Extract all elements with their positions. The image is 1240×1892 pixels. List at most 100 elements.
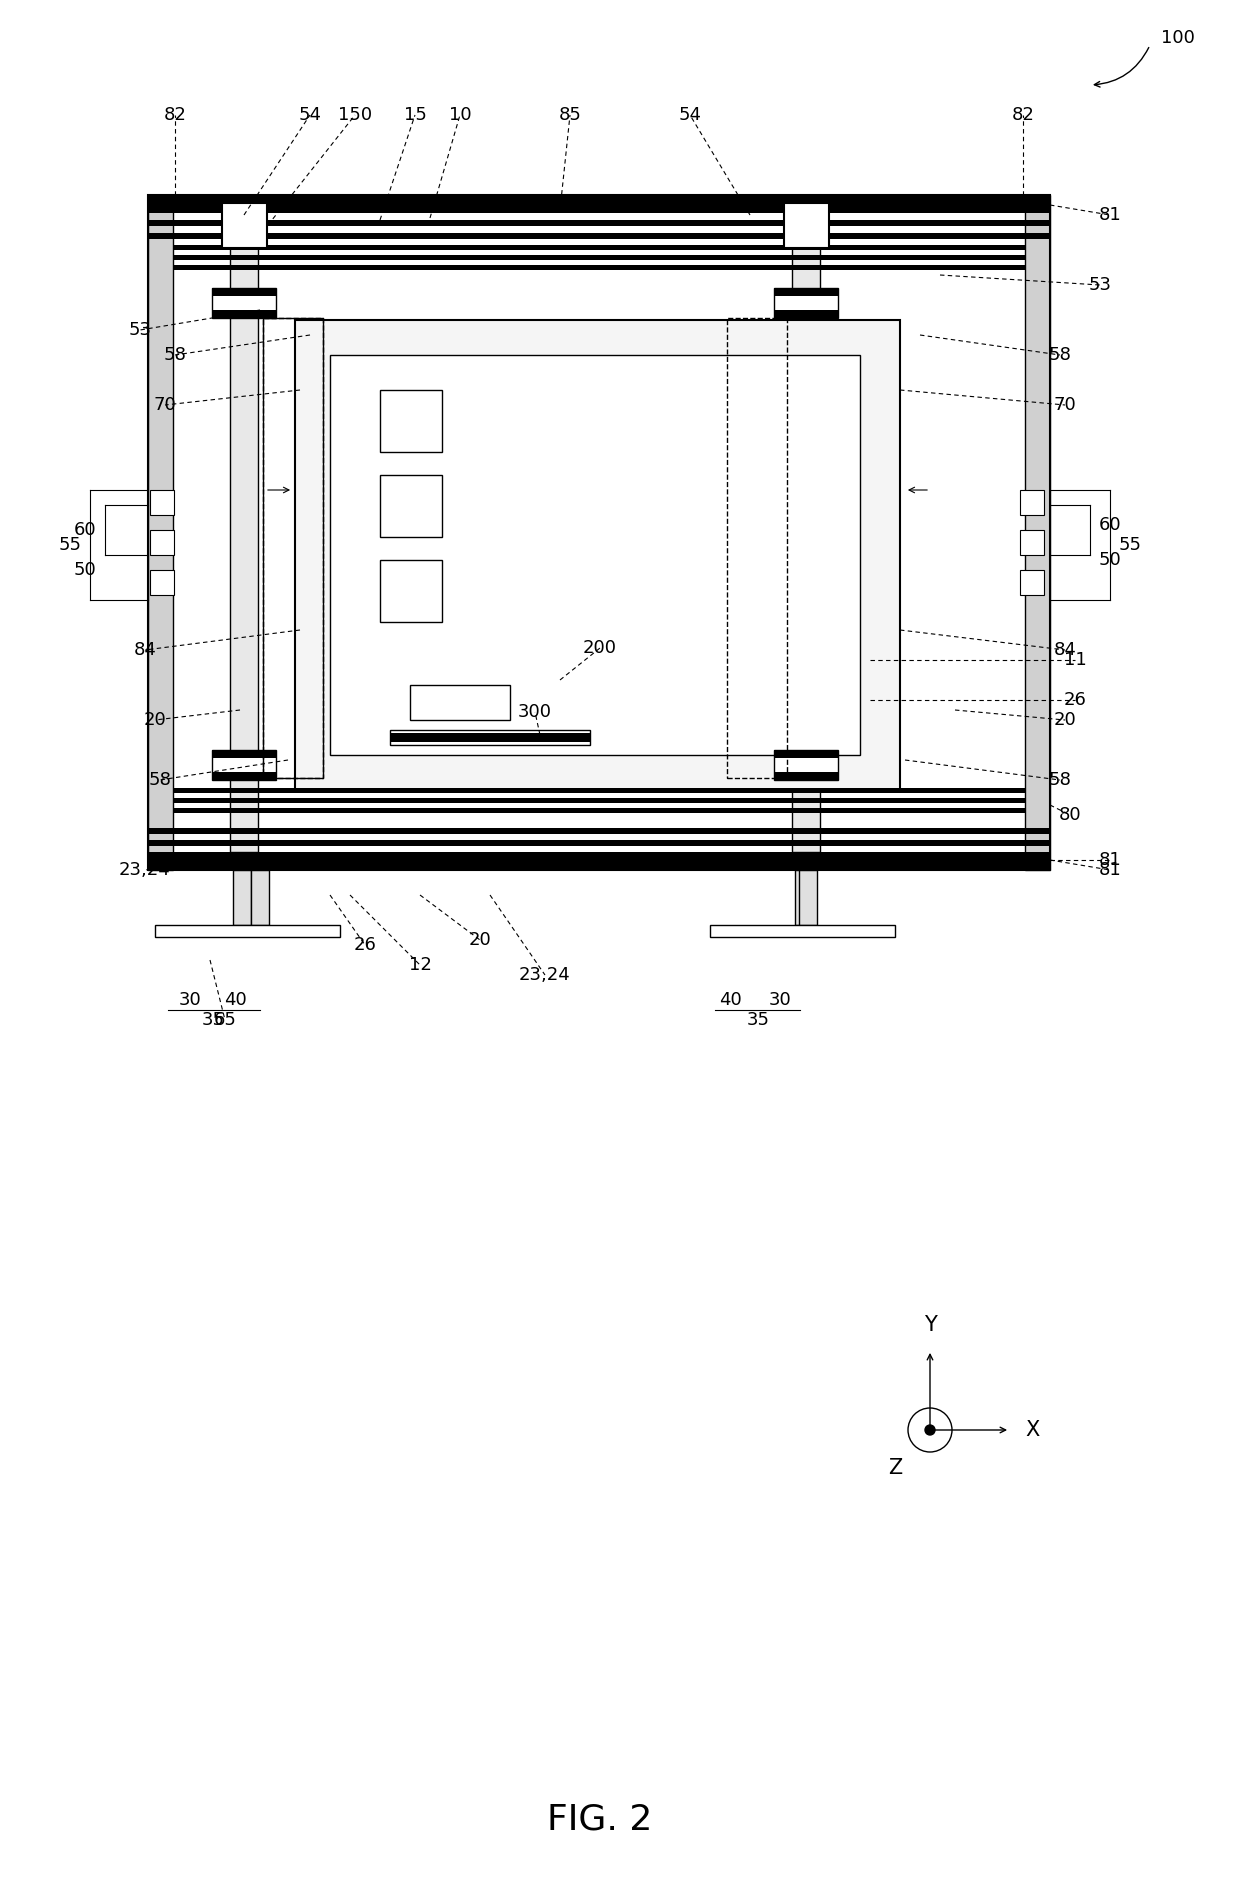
Text: 23,24: 23,24 — [119, 861, 171, 880]
Bar — [295, 320, 900, 791]
Bar — [174, 808, 1025, 814]
Text: 55: 55 — [58, 535, 82, 554]
Bar — [711, 925, 895, 937]
Text: 35: 35 — [746, 1010, 770, 1029]
Text: 100: 100 — [1161, 28, 1195, 47]
Bar — [212, 288, 277, 295]
Text: Z: Z — [888, 1459, 901, 1478]
Bar — [379, 475, 441, 537]
Bar — [233, 870, 250, 925]
Text: 54: 54 — [678, 106, 702, 125]
Text: FIG. 2: FIG. 2 — [547, 1803, 652, 1837]
Bar — [174, 244, 1025, 250]
Text: 20: 20 — [1054, 711, 1076, 728]
Text: 10: 10 — [449, 106, 471, 125]
Circle shape — [925, 1425, 935, 1434]
Text: 15: 15 — [403, 106, 427, 125]
Text: 70: 70 — [154, 395, 176, 414]
Bar — [410, 685, 510, 721]
Bar — [212, 310, 277, 318]
Text: 82: 82 — [1012, 106, 1034, 125]
Text: 84: 84 — [134, 641, 156, 658]
Bar — [150, 530, 174, 554]
Bar — [212, 749, 277, 780]
Bar — [774, 310, 838, 318]
Bar — [263, 318, 322, 778]
Bar — [148, 195, 1050, 870]
Text: 26: 26 — [1064, 691, 1086, 710]
Text: 20: 20 — [469, 931, 491, 950]
Text: 12: 12 — [408, 955, 432, 974]
Bar — [263, 318, 322, 778]
Bar — [1021, 569, 1044, 594]
Bar — [391, 732, 590, 742]
Bar — [727, 318, 787, 778]
Bar — [148, 851, 1050, 870]
Bar — [148, 195, 174, 870]
Text: 81: 81 — [1099, 851, 1121, 868]
Text: 60: 60 — [1099, 517, 1121, 534]
Bar — [795, 870, 813, 925]
Text: 80: 80 — [1059, 806, 1081, 825]
Bar — [250, 870, 269, 925]
Bar — [148, 840, 1050, 846]
Text: 40: 40 — [719, 991, 742, 1008]
Text: 30: 30 — [179, 991, 201, 1008]
Bar — [799, 870, 817, 925]
Text: 65: 65 — [213, 1010, 237, 1029]
Bar — [1021, 490, 1044, 515]
Text: 35: 35 — [201, 1010, 224, 1029]
Bar — [148, 195, 1050, 870]
Text: 300: 300 — [518, 704, 552, 721]
Bar — [379, 560, 441, 622]
Bar — [174, 255, 1025, 259]
Bar — [174, 787, 1025, 793]
Bar — [774, 772, 838, 780]
Bar — [150, 490, 174, 515]
Text: 60: 60 — [73, 520, 97, 539]
Text: 81: 81 — [1099, 206, 1121, 223]
Text: 50: 50 — [1099, 551, 1121, 569]
Text: 85: 85 — [558, 106, 582, 125]
Text: 58: 58 — [149, 772, 171, 789]
Text: 40: 40 — [223, 991, 247, 1008]
Bar — [1021, 530, 1044, 554]
Bar — [222, 202, 267, 248]
Text: 55: 55 — [1118, 535, 1142, 554]
Bar — [148, 219, 1050, 225]
Bar — [774, 749, 838, 780]
Text: 150: 150 — [339, 106, 372, 125]
Bar — [1025, 195, 1050, 870]
Bar — [212, 749, 277, 759]
Bar — [330, 356, 861, 755]
Text: 50: 50 — [73, 562, 97, 579]
Bar — [150, 569, 174, 594]
Bar — [774, 288, 838, 295]
Bar — [148, 829, 1050, 834]
Text: Y: Y — [924, 1315, 936, 1336]
Bar — [174, 798, 1025, 802]
Bar — [774, 749, 838, 759]
Text: 58: 58 — [164, 346, 186, 363]
Text: 82: 82 — [164, 106, 186, 125]
Bar — [379, 390, 441, 452]
Bar — [212, 288, 277, 318]
Text: 84: 84 — [1054, 641, 1076, 658]
Text: 20: 20 — [144, 711, 166, 728]
Bar — [391, 730, 590, 745]
Text: 30: 30 — [769, 991, 791, 1008]
Text: 53: 53 — [129, 322, 151, 339]
Bar — [784, 202, 830, 248]
Text: 23,24: 23,24 — [520, 967, 570, 984]
Bar — [148, 233, 1050, 238]
Text: X: X — [1025, 1421, 1039, 1440]
Text: 26: 26 — [353, 937, 377, 954]
Text: 200: 200 — [583, 639, 618, 657]
Text: 58: 58 — [1049, 346, 1071, 363]
Text: 70: 70 — [1054, 395, 1076, 414]
Bar — [229, 214, 258, 851]
Text: 81: 81 — [1099, 861, 1121, 880]
Bar — [174, 265, 1025, 271]
Bar — [774, 288, 838, 318]
Bar — [155, 925, 340, 937]
